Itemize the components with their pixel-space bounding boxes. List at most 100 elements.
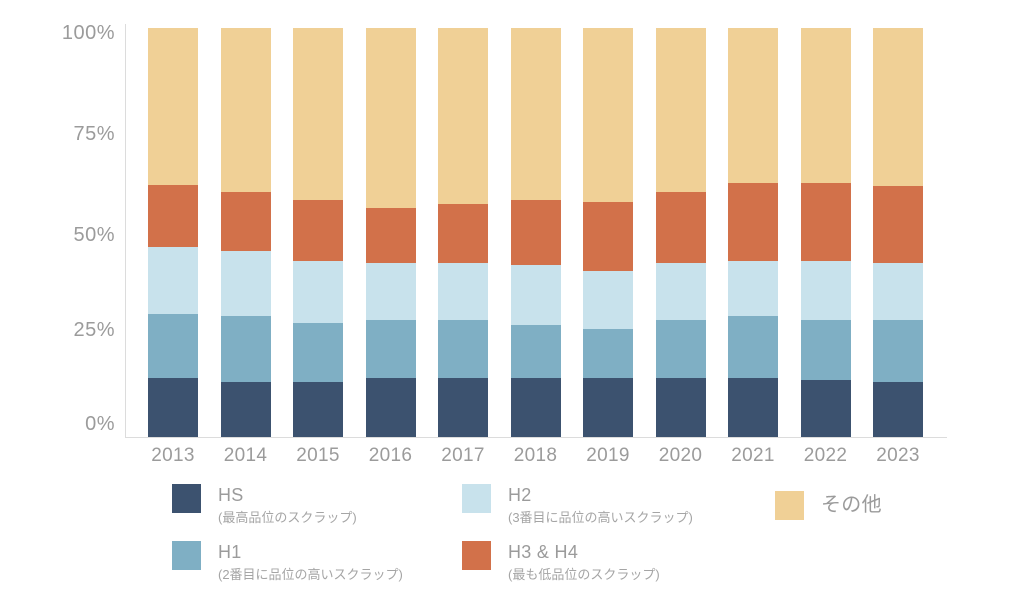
bar-segment: [728, 316, 778, 378]
bar-2019: 2019: [583, 28, 633, 466]
y-axis-line: [125, 24, 126, 437]
bar-segment: [438, 263, 488, 321]
bar-segment: [220, 250, 271, 317]
bar-segment: [873, 381, 923, 437]
x-tick-label: 2014: [223, 445, 268, 466]
bar-segment: [365, 208, 416, 264]
x-tick-label: 2022: [803, 445, 848, 466]
legend-swatch: [462, 484, 491, 513]
legend-item: H2 (3番目に品位の高いスクラップ): [462, 484, 775, 526]
bar-segment: [583, 377, 633, 437]
bar-segment: [583, 271, 633, 329]
stacked-bar: [293, 28, 343, 437]
bar-segment: [293, 199, 343, 262]
bar-segment: [583, 328, 633, 378]
bar-2020: 2020: [655, 28, 706, 466]
legend-item: H1 (2番目に品位の高いスクラップ): [172, 541, 462, 583]
bars-container: 2013 2014 2015 2016 2017 2018 2019 2020 2021 2022…: [148, 28, 923, 466]
x-tick-label: 2018: [513, 445, 558, 466]
bar-segment: [583, 201, 633, 272]
bar-segment: [655, 28, 706, 192]
bar-segment: [148, 185, 198, 247]
bar-2017: 2017: [438, 28, 488, 466]
bar-segment: [365, 377, 416, 437]
stacked-bar: [438, 28, 488, 437]
y-tick-label: 50%: [73, 223, 115, 246]
bar-segment: [148, 246, 198, 315]
bar-segment: [800, 379, 851, 437]
bar-segment: [728, 377, 778, 437]
bar-segment: [365, 263, 416, 321]
x-tick-label: 2023: [876, 445, 920, 466]
bar-segment: [293, 381, 343, 437]
bar-2013: 2013: [148, 28, 198, 466]
bar-segment: [293, 322, 343, 382]
bar-segment: [655, 377, 706, 437]
legend-item: H3 & H4 (最も低品位のスクラップ): [462, 541, 775, 583]
bar-segment: [438, 377, 488, 437]
bar-segment: [873, 320, 923, 382]
bar-segment: [293, 261, 343, 323]
legend: HS (最高品位のスクラップ) H2 (3番目に品位の高いスクラップ) その他 H1 (2番…: [172, 484, 882, 583]
bar-segment: [583, 28, 633, 202]
legend-swatch: [172, 484, 201, 513]
y-axis: 0% 25% 50% 75% 100%: [0, 0, 115, 460]
bar-segment: [293, 28, 343, 200]
bar-segment: [728, 28, 778, 184]
bar-segment: [800, 320, 851, 380]
stacked-bar: [800, 28, 851, 437]
bar-segment: [873, 185, 923, 264]
stacked-bar: [728, 28, 778, 437]
legend-label: H2: [508, 485, 532, 505]
y-tick-label: 75%: [73, 123, 115, 146]
stacked-bar: [873, 28, 923, 437]
stacked-bar: [148, 28, 198, 437]
bar-segment: [220, 381, 271, 437]
y-tick-label: 25%: [73, 318, 115, 341]
stacked-bar: [583, 28, 633, 437]
plot-area: 2013 2014 2015 2016 2017 2018 2019 2020 2021 2022…: [125, 24, 947, 466]
bar-segment: [510, 324, 561, 378]
y-tick-label: 0%: [85, 413, 115, 435]
legend-swatch: [462, 541, 491, 570]
stacked-bar: [510, 28, 561, 437]
bar-2014: 2014: [220, 28, 271, 466]
legend-swatch: [775, 490, 804, 520]
bar-segment: [655, 191, 706, 264]
bar-2021: 2021: [728, 28, 778, 466]
bar-segment: [510, 28, 561, 200]
legend-label: H3 & H4: [508, 542, 579, 562]
bar-segment: [438, 203, 488, 264]
bar-segment: [728, 183, 778, 262]
bar-segment: [220, 316, 271, 382]
bar-2022: 2022: [800, 28, 851, 466]
legend-swatch: [172, 541, 201, 570]
x-tick-label: 2015: [296, 445, 340, 466]
x-tick-label: 2013: [151, 445, 195, 466]
legend-label: H1: [218, 542, 242, 562]
x-tick-label: 2017: [441, 445, 485, 466]
legend-text: H3 & H4 (最も低品位のスクラップ): [508, 541, 660, 583]
legend-item: その他: [775, 484, 882, 526]
bar-segment: [438, 28, 488, 204]
bar-segment: [220, 28, 271, 192]
legend-text: H1 (2番目に品位の高いスクラップ): [218, 541, 403, 583]
bar-2023: 2023: [873, 28, 923, 466]
bar-segment: [655, 320, 706, 378]
bar-segment: [148, 28, 198, 186]
bar-segment: [655, 263, 706, 321]
legend-label: その他: [821, 494, 882, 516]
bar-segment: [438, 320, 488, 378]
legend-label: HS: [218, 485, 244, 505]
bar-2016: 2016: [365, 28, 416, 466]
bar-segment: [800, 183, 851, 262]
bar-segment: [800, 28, 851, 184]
stacked-bar: [220, 28, 271, 437]
bar-segment: [510, 377, 561, 437]
legend-text: その他: [821, 494, 882, 516]
legend-sublabel: (最高品位のスクラップ): [218, 510, 357, 525]
x-tick-label: 2016: [368, 445, 413, 466]
bar-segment: [873, 263, 923, 321]
legend-item: HS (最高品位のスクラップ): [172, 484, 462, 526]
stacked-bar: [365, 28, 416, 437]
